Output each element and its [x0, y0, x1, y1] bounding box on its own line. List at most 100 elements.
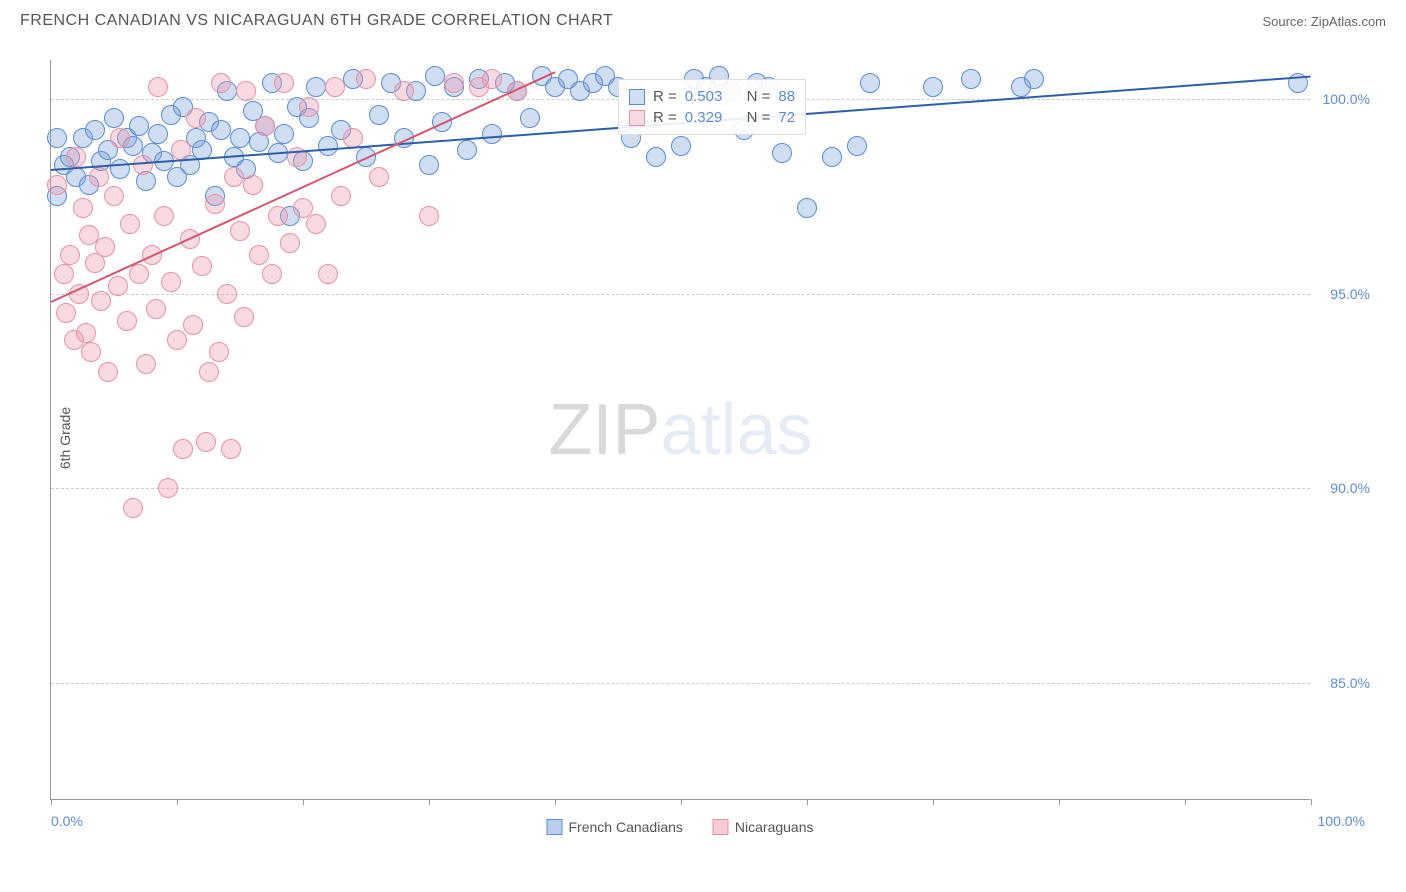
watermark-zip: ZIP [548, 390, 660, 470]
data-point [108, 276, 128, 296]
data-point [482, 69, 502, 89]
data-point [148, 124, 168, 144]
data-point [98, 362, 118, 382]
legend-label: French Canadians [568, 819, 682, 835]
watermark-atlas: atlas [660, 390, 812, 470]
data-point [154, 206, 174, 226]
r-value: 0.503 [685, 88, 723, 105]
data-point [520, 108, 540, 128]
x-tick [933, 799, 934, 805]
x-tick [807, 799, 808, 805]
data-point [192, 256, 212, 276]
x-tick [1311, 799, 1312, 805]
y-tick-label: 90.0% [1330, 480, 1370, 496]
x-tick [555, 799, 556, 805]
data-point [209, 342, 229, 362]
data-point [123, 498, 143, 518]
grid-line [51, 294, 1310, 295]
data-point [120, 214, 140, 234]
y-tick-label: 95.0% [1330, 286, 1370, 302]
data-point [230, 221, 250, 241]
data-point [173, 439, 193, 459]
data-point [243, 175, 263, 195]
data-point [255, 116, 275, 136]
data-point [274, 73, 294, 93]
data-point [419, 155, 439, 175]
data-point [356, 69, 376, 89]
data-point [66, 147, 86, 167]
data-point [419, 206, 439, 226]
data-point [847, 136, 867, 156]
legend-item: Nicaraguans [713, 819, 814, 835]
data-point [211, 73, 231, 93]
data-point [234, 307, 254, 327]
r-label: R = [653, 88, 677, 105]
legend-label: Nicaraguans [735, 819, 814, 835]
data-point [167, 330, 187, 350]
series-swatch [629, 89, 645, 105]
data-point [146, 299, 166, 319]
data-point [274, 124, 294, 144]
y-tick-label: 100.0% [1323, 91, 1370, 107]
r-value: 0.329 [685, 109, 723, 126]
data-point [646, 147, 666, 167]
grid-line [51, 683, 1310, 684]
x-tick [429, 799, 430, 805]
stats-row: R = 0.503 N = 88 [629, 86, 795, 107]
legend-item: French Canadians [546, 819, 682, 835]
x-min-label: 0.0% [51, 813, 83, 829]
r-label: R = [653, 109, 677, 126]
data-point [860, 73, 880, 93]
data-point [129, 116, 149, 136]
data-point [91, 291, 111, 311]
data-point [961, 69, 981, 89]
x-tick [51, 799, 52, 805]
data-point [171, 140, 191, 160]
x-tick [1059, 799, 1060, 805]
chart-area: 6th Grade ZIPatlas 100.0%95.0%90.0%85.0%… [50, 60, 1310, 800]
source-label: Source: ZipAtlas.com [1262, 14, 1386, 29]
data-point [306, 214, 326, 234]
data-point [60, 245, 80, 265]
data-point [772, 143, 792, 163]
data-point [822, 147, 842, 167]
data-point [95, 237, 115, 257]
y-tick-label: 85.0% [1330, 675, 1370, 691]
data-point [394, 81, 414, 101]
data-point [325, 77, 345, 97]
data-point [1024, 69, 1044, 89]
grid-line [51, 488, 1310, 489]
data-point [56, 303, 76, 323]
data-point [205, 194, 225, 214]
data-point [104, 108, 124, 128]
data-point [262, 264, 282, 284]
data-point [217, 284, 237, 304]
data-point [196, 432, 216, 452]
data-point [457, 140, 477, 160]
data-point [199, 362, 219, 382]
data-point [249, 245, 269, 265]
data-point [444, 73, 464, 93]
data-point [186, 108, 206, 128]
data-point [369, 167, 389, 187]
n-value: 88 [778, 88, 795, 105]
data-point [110, 159, 130, 179]
data-point [236, 81, 256, 101]
data-point [81, 342, 101, 362]
n-label: N = [747, 88, 771, 105]
data-point [117, 311, 137, 331]
data-point [148, 77, 168, 97]
data-point [221, 439, 241, 459]
data-point [47, 128, 67, 148]
data-point [133, 155, 153, 175]
data-point [671, 136, 691, 156]
data-point [482, 124, 502, 144]
data-point [76, 323, 96, 343]
chart-title: FRENCH CANADIAN VS NICARAGUAN 6TH GRADE … [20, 12, 613, 30]
data-point [369, 105, 389, 125]
data-point [110, 128, 130, 148]
scatter-plot: ZIPatlas 100.0%95.0%90.0%85.0%0.0%100.0%… [50, 60, 1310, 800]
data-point [136, 354, 156, 374]
stats-row: R =0.329 N =72 [629, 107, 795, 128]
data-point [797, 198, 817, 218]
